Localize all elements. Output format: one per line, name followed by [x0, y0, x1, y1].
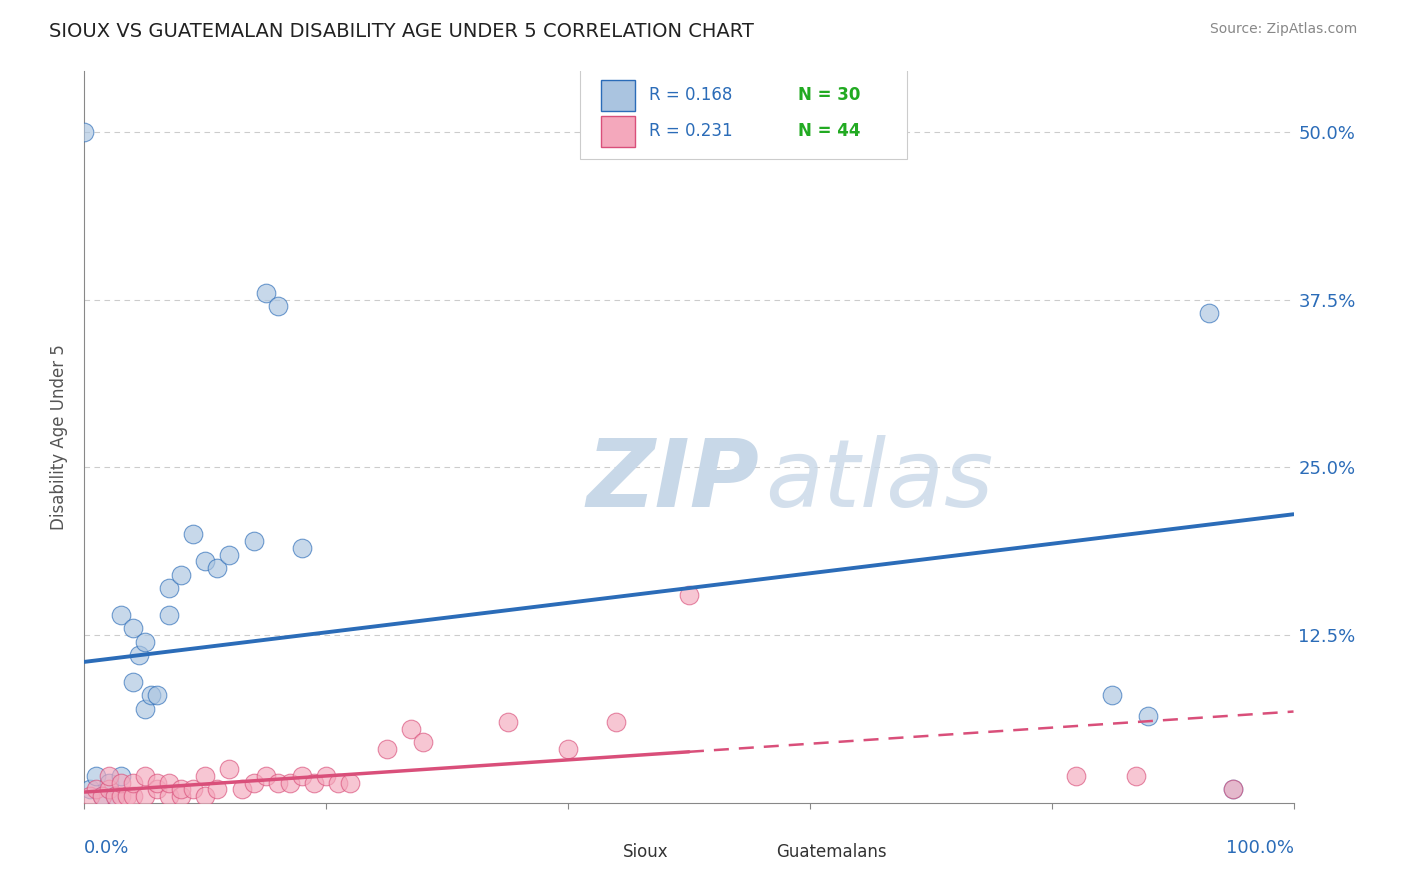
Y-axis label: Disability Age Under 5: Disability Age Under 5: [49, 344, 67, 530]
Point: [557, 742, 579, 756]
Point: [139, 689, 162, 703]
Point: [181, 527, 204, 541]
Point: [496, 715, 519, 730]
Point: [157, 775, 180, 789]
Point: [128, 648, 150, 662]
Point: [170, 789, 193, 803]
Point: [91, 789, 114, 803]
Point: [157, 607, 180, 622]
Text: R = 0.168: R = 0.168: [650, 87, 733, 104]
Point: [1125, 769, 1147, 783]
Point: [97, 775, 120, 789]
FancyBboxPatch shape: [600, 80, 634, 111]
Text: Sioux: Sioux: [623, 843, 668, 861]
Text: Source: ZipAtlas.com: Source: ZipAtlas.com: [1209, 22, 1357, 37]
Point: [1198, 306, 1220, 320]
Point: [1101, 689, 1123, 703]
Point: [267, 775, 290, 789]
Point: [121, 789, 143, 803]
Point: [104, 789, 127, 803]
FancyBboxPatch shape: [581, 68, 907, 159]
Point: [134, 789, 156, 803]
Point: [194, 789, 217, 803]
Point: [170, 782, 193, 797]
Point: [146, 689, 169, 703]
Point: [1137, 708, 1160, 723]
Text: 0.0%: 0.0%: [84, 839, 129, 857]
Point: [104, 789, 127, 803]
Point: [134, 634, 156, 648]
Point: [194, 769, 217, 783]
Text: ZIP: ZIP: [586, 435, 759, 527]
Point: [110, 789, 132, 803]
Point: [97, 769, 120, 783]
Point: [79, 789, 101, 803]
Point: [242, 775, 264, 789]
Text: atlas: atlas: [765, 435, 994, 526]
Point: [605, 715, 627, 730]
Text: N = 44: N = 44: [797, 122, 860, 140]
Point: [278, 775, 301, 789]
Point: [242, 534, 264, 549]
Point: [375, 742, 398, 756]
Point: [170, 567, 193, 582]
Point: [678, 588, 700, 602]
Point: [73, 125, 96, 139]
Point: [207, 782, 229, 797]
Point: [291, 769, 314, 783]
Point: [1064, 769, 1087, 783]
Point: [134, 769, 156, 783]
Point: [110, 775, 132, 789]
Point: [218, 548, 240, 562]
Point: [328, 775, 350, 789]
FancyBboxPatch shape: [600, 116, 634, 146]
Point: [157, 581, 180, 595]
Point: [121, 621, 143, 635]
Text: Guatemalans: Guatemalans: [776, 843, 887, 861]
Point: [267, 299, 290, 313]
Text: 100.0%: 100.0%: [1226, 839, 1294, 857]
Point: [157, 789, 180, 803]
Point: [110, 769, 132, 783]
Point: [315, 769, 337, 783]
Point: [86, 769, 108, 783]
Point: [254, 285, 277, 300]
Point: [194, 554, 217, 568]
Point: [79, 782, 101, 797]
Point: [146, 775, 169, 789]
Point: [302, 775, 325, 789]
Point: [121, 675, 143, 690]
Point: [207, 561, 229, 575]
Text: R = 0.231: R = 0.231: [650, 122, 733, 140]
Point: [146, 782, 169, 797]
Point: [181, 782, 204, 797]
Point: [1222, 782, 1244, 797]
Text: N = 30: N = 30: [797, 87, 860, 104]
Point: [110, 607, 132, 622]
Point: [231, 782, 253, 797]
Point: [86, 782, 108, 797]
Point: [218, 762, 240, 776]
Point: [91, 789, 114, 803]
Point: [134, 702, 156, 716]
Point: [115, 789, 138, 803]
Point: [97, 782, 120, 797]
Point: [291, 541, 314, 555]
Point: [121, 775, 143, 789]
Point: [412, 735, 434, 749]
Point: [1222, 782, 1244, 797]
Point: [339, 775, 361, 789]
FancyBboxPatch shape: [592, 833, 619, 859]
Text: SIOUX VS GUATEMALAN DISABILITY AGE UNDER 5 CORRELATION CHART: SIOUX VS GUATEMALAN DISABILITY AGE UNDER…: [49, 22, 754, 41]
Point: [254, 769, 277, 783]
FancyBboxPatch shape: [747, 833, 773, 859]
Point: [399, 722, 422, 736]
